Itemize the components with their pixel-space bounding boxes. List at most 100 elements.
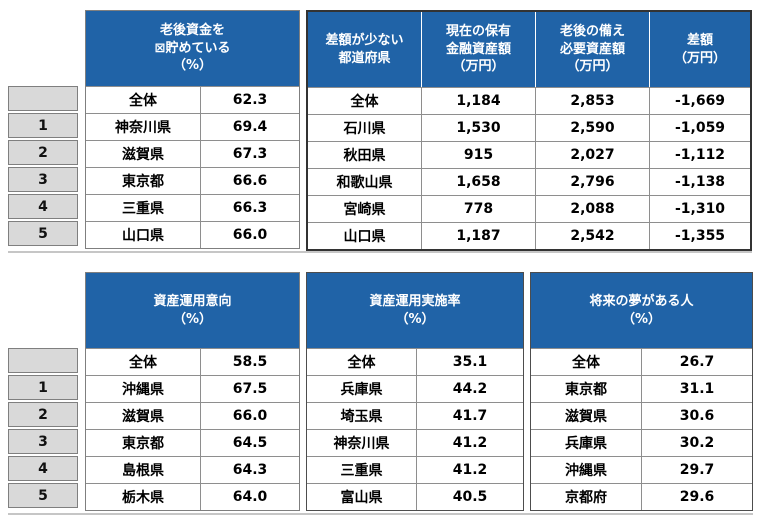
table-row: 兵庫県 44.2: [307, 375, 523, 402]
table-row: 和歌山県 1,658 2,796 -1,138: [308, 168, 750, 195]
table-row: 沖縄県 29.7: [531, 456, 752, 483]
table-row: 沖縄県 67.5: [86, 375, 299, 402]
rank-cell: [8, 86, 78, 111]
rank-cell: 4: [8, 456, 78, 481]
rank-cell: 1: [8, 375, 78, 400]
prefecture-cell: 東京都: [122, 174, 164, 190]
value-cell: 1,658: [421, 169, 535, 195]
value-cell: 35.1: [416, 349, 523, 375]
column-header-needed-assets: 老後の備え 必要資産額 （万円）: [535, 12, 649, 87]
value-cell: 2,542: [535, 223, 649, 249]
rank-header-spacer: [8, 272, 78, 348]
prefecture-cell: 石川県: [343, 121, 386, 137]
column-header-savings-rate: 老後資金を ⊠貯めている （%）: [86, 11, 299, 86]
table-row: 栃木県 64.0: [86, 483, 299, 510]
value-cell: 30.6: [641, 403, 752, 429]
prefecture-cell: 栃木県: [122, 490, 164, 506]
table-row: 神奈川県 41.2: [307, 429, 523, 456]
rank-cell: 4: [8, 194, 78, 219]
value-cell: 26.7: [641, 349, 752, 375]
investment-rate-block: 資産運用実施率 （%） 全体 35.1 兵庫県 44.2 埼玉県 41.7 神奈…: [306, 272, 524, 511]
table-row: 埼玉県 41.7: [307, 402, 523, 429]
value-cell: 31.1: [641, 376, 752, 402]
prefecture-cell: 東京都: [565, 382, 607, 398]
prefecture-cell: 富山県: [340, 490, 383, 506]
table-row: 富山県 40.5: [307, 483, 523, 510]
value-cell: -1,310: [649, 196, 750, 222]
prefecture-cell: 全体: [572, 355, 600, 371]
table-row: 全体 58.5: [86, 348, 299, 375]
rank-cell: 2: [8, 140, 78, 165]
table-row: 島根県 64.3: [86, 456, 299, 483]
prefecture-cell: 秋田県: [343, 148, 386, 164]
table-retirement-savings: 1 2 3 4 5 老後資金を ⊠貯めている （%） 全体 62.3 神奈川県 …: [8, 10, 752, 253]
prefecture-cell: 島根県: [122, 463, 164, 479]
value-cell: 67.3: [200, 141, 299, 167]
prefecture-cell: 沖縄県: [122, 382, 164, 398]
rank-cell: 5: [8, 221, 78, 246]
table-row: 石川県 1,530 2,590 -1,059: [308, 114, 750, 141]
rank-cell: 2: [8, 402, 78, 427]
value-cell: 2,590: [535, 115, 649, 141]
value-cell: 1,187: [421, 223, 535, 249]
column-header-future-dream: 将来の夢がある人 （%）: [531, 273, 752, 348]
value-cell: 66.6: [200, 168, 299, 194]
future-dream-block: 将来の夢がある人 （%） 全体 26.7 東京都 31.1 滋賀県 30.6 兵…: [530, 272, 753, 511]
table-row: 京都府 29.6: [531, 483, 752, 510]
table-row: 山口県 1,187 2,542 -1,355: [308, 222, 750, 249]
value-cell: 2,027: [535, 142, 649, 168]
prefecture-cell: 兵庫県: [340, 382, 383, 398]
table-row: 全体 26.7: [531, 348, 752, 375]
value-cell: -1,059: [649, 115, 750, 141]
rank-cell: 1: [8, 113, 78, 138]
table-row: 神奈川県 69.4: [86, 113, 299, 140]
rank-column: 1 2 3 4 5: [8, 10, 78, 248]
value-cell: 66.0: [200, 403, 299, 429]
prefecture-cell: 和歌山県: [336, 175, 393, 191]
prefecture-cell: 全体: [129, 355, 157, 371]
value-cell: 44.2: [416, 376, 523, 402]
value-cell: 29.7: [641, 457, 752, 483]
value-cell: 30.2: [641, 430, 752, 456]
value-cell: 778: [421, 196, 535, 222]
rank-header-spacer: [8, 10, 78, 86]
value-cell: 40.5: [416, 484, 523, 510]
value-cell: 64.3: [200, 457, 299, 483]
value-cell: 29.6: [641, 484, 752, 510]
value-cell: 62.3: [200, 87, 299, 113]
column-header-difference: 差額 （万円）: [649, 12, 750, 87]
table-row: 全体 35.1: [307, 348, 523, 375]
value-cell: 66.0: [200, 222, 299, 248]
prefecture-cell: 兵庫県: [565, 436, 607, 452]
value-cell: 41.2: [416, 430, 523, 456]
table-row: 三重県 41.2: [307, 456, 523, 483]
value-cell: 41.2: [416, 457, 523, 483]
column-header-investment-rate: 資産運用実施率 （%）: [307, 273, 523, 348]
asset-shortfall-block: 差額が少ない 都道府県 現在の保有 金融資産額 （万円） 老後の備え 必要資産額…: [306, 10, 752, 251]
prefecture-cell: 三重県: [122, 201, 164, 217]
prefecture-cell: 全体: [347, 355, 376, 371]
value-cell: 2,796: [535, 169, 649, 195]
value-cell: 64.5: [200, 430, 299, 456]
table-row: 山口県 66.0: [86, 221, 299, 248]
prefecture-cell: 全体: [350, 94, 379, 110]
column-header-current-assets: 現在の保有 金融資産額 （万円）: [421, 12, 535, 87]
prefecture-cell: 全体: [129, 93, 157, 109]
prefecture-cell: 沖縄県: [565, 463, 607, 479]
rank-column: 1 2 3 4 5: [8, 272, 78, 510]
value-cell: 1,184: [421, 88, 535, 114]
value-cell: 58.5: [200, 349, 299, 375]
investment-intent-block: 資産運用意向 （%） 全体 58.5 沖縄県 67.5 滋賀県 66.0 東京都…: [85, 272, 300, 511]
prefecture-cell: 神奈川県: [115, 120, 171, 136]
rank-cell: 3: [8, 167, 78, 192]
prefecture-cell: 滋賀県: [122, 147, 164, 163]
value-cell: 66.3: [200, 195, 299, 221]
value-cell: -1,355: [649, 223, 750, 249]
table-row: 滋賀県 67.3: [86, 140, 299, 167]
rank-cell: 5: [8, 483, 78, 508]
value-cell: 2,853: [535, 88, 649, 114]
prefecture-cell: 京都府: [565, 490, 607, 506]
table-row: 秋田県 915 2,027 -1,112: [308, 141, 750, 168]
prefecture-cell: 埼玉県: [340, 409, 383, 425]
